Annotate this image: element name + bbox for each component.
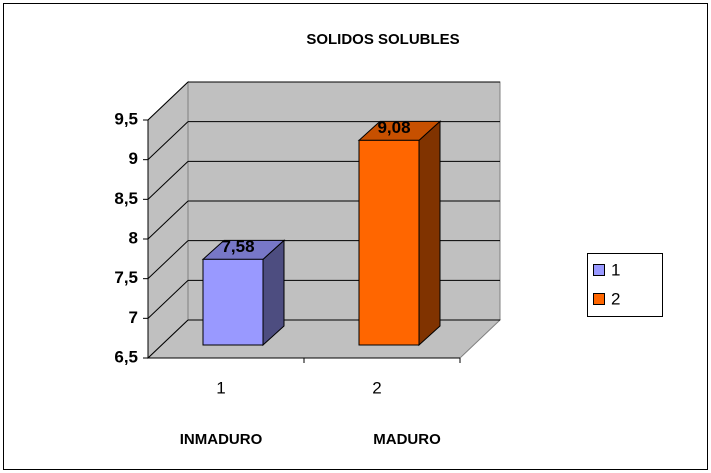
value-label: 9,08 [377,118,410,137]
grid-line [147,200,189,240]
bar [358,139,420,346]
y-tick-label: 9 [129,149,138,168]
chart-title: SOLIDOS SOLUBLES [306,31,459,48]
y-tick-label: 8 [129,228,138,247]
grid-line [147,319,189,359]
x-tick-label: 1 [216,378,225,397]
legend-label: 2 [611,289,620,308]
grid-line [147,81,189,121]
legend-swatch [593,264,605,276]
legend-box [587,253,663,317]
y-tick-label: 8,5 [114,189,138,208]
grid-line [147,240,189,280]
y-tick-label: 6,5 [114,347,138,366]
legend-label: 1 [611,260,620,279]
legend-swatch [593,293,605,305]
grid-line [147,121,189,161]
category-annotation: MADURO [373,431,441,448]
value-label: 7,58 [221,237,254,256]
x-tick-label: 2 [372,378,381,397]
bar [202,258,264,346]
grid-line [147,160,189,200]
y-tick-label: 7 [129,308,138,327]
bar-side [418,120,441,347]
y-tick-label: 7,5 [114,268,138,287]
floor [146,319,502,359]
y-tick-label: 9,5 [114,109,138,128]
grid-line [147,279,189,319]
category-annotation: INMADURO [180,431,263,448]
